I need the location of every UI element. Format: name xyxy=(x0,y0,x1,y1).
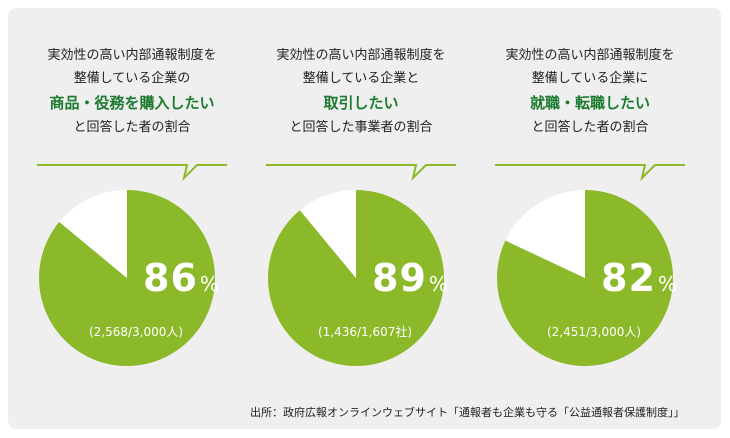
caption-highlight: 取引したい xyxy=(323,94,399,112)
pie-chart xyxy=(268,190,444,366)
caption-highlight: 就職・転職したい xyxy=(529,94,650,112)
caption-highlight: 商品・役務を購入したい xyxy=(49,94,215,112)
caption-line: と回答した者の割合 xyxy=(531,120,649,135)
percent-value: 82 xyxy=(601,256,656,300)
caption-line: 整備している企業の xyxy=(73,71,191,86)
count-label: (2,568/3,000人) xyxy=(88,325,184,339)
percent-value: 86 xyxy=(143,256,198,300)
percent-unit: % xyxy=(657,272,678,296)
count-label: (1,436/1,607社) xyxy=(317,325,413,339)
caption-line: 整備している企業と xyxy=(302,71,420,86)
chart-card-purchase: 実効性の高い内部通報制度を 整備している企業の 商品・役務を購入したい と回答し… xyxy=(13,8,243,368)
pie-chart xyxy=(497,190,673,366)
caption-line: 実効性の高い内部通報制度を xyxy=(276,48,446,63)
caption: 実効性の高い内部通報制度を 整備している企業の 商品・役務を購入したい と回答し… xyxy=(37,44,227,174)
caption-line: 実効性の高い内部通報制度を xyxy=(47,48,217,63)
figure-panel: 実効性の高い内部通報制度を 整備している企業の 商品・役務を購入したい と回答し… xyxy=(8,8,721,429)
chart-card-employment: 実効性の高い内部通報制度を 整備している企業に 就職・転職したい と回答した者の… xyxy=(471,8,701,368)
caption: 実効性の高い内部通報制度を 整備している企業に 就職・転職したい と回答した者の… xyxy=(495,44,685,174)
percent-unit: % xyxy=(428,272,449,296)
caption-line: 実効性の高い内部通報制度を xyxy=(505,48,675,63)
count-label: (2,451/3,000人) xyxy=(546,325,642,339)
pie-slice-remainder xyxy=(59,190,127,278)
caption-line: と回答した者の割合 xyxy=(73,120,191,135)
percent-label: 82% xyxy=(601,256,678,300)
speech-rule xyxy=(266,164,456,182)
pie-slice-remainder xyxy=(505,190,585,278)
speech-rule xyxy=(37,164,227,182)
chart-card-transaction: 実効性の高い内部通報制度を 整備している企業と 取引したい と回答した事業者の割… xyxy=(242,8,472,368)
caption-line: 整備している企業に xyxy=(531,71,649,86)
speech-rule xyxy=(495,164,685,182)
percent-label: 89% xyxy=(372,256,449,300)
source-note: 出所：政府広報オンラインウェブサイト「通報者も企業も守る「公益通報者保護制度」」 xyxy=(250,406,685,419)
pie-slice-remainder xyxy=(299,190,356,278)
caption-line: と回答した事業者の割合 xyxy=(289,120,433,135)
pie-chart xyxy=(39,190,215,366)
caption: 実効性の高い内部通報制度を 整備している企業と 取引したい と回答した事業者の割… xyxy=(266,44,456,174)
percent-label: 86% xyxy=(143,256,220,300)
percent-unit: % xyxy=(199,272,220,296)
percent-value: 89 xyxy=(372,256,427,300)
